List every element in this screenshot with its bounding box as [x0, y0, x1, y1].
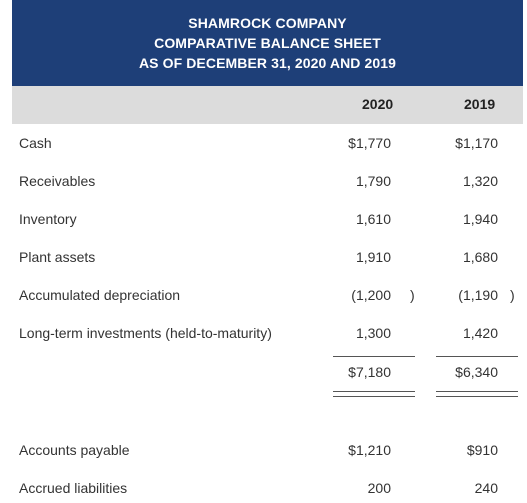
value-2020-close-paren: ) — [410, 287, 415, 303]
value-2019: 240 — [474, 480, 498, 496]
column-header-2020: 2020 — [362, 96, 394, 112]
value-2019: 1,940 — [462, 211, 498, 227]
value-2020: (1,200 — [351, 287, 391, 303]
table-row: Accumulated depreciation (1,200 ) (1,190… — [0, 287, 527, 307]
table-row: Inventory 1,610 1,940 — [0, 211, 527, 231]
table-row: Receivables 1,790 1,320 — [0, 173, 527, 193]
table-row: Long-term investments (held-to-maturity)… — [0, 325, 527, 345]
value-2020: 1,610 — [355, 211, 391, 227]
table-row: Cash $1,770 $1,170 — [0, 135, 527, 155]
value-2019: $1,170 — [455, 135, 498, 151]
table-row: Accounts payable $1,210 $910 — [0, 442, 527, 462]
table-row: Plant assets 1,910 1,680 — [0, 249, 527, 269]
row-label: Plant assets — [19, 249, 96, 265]
row-label: Cash — [19, 135, 52, 151]
value-2019: 1,320 — [462, 173, 498, 189]
report-header: SHAMROCK COMPANY COMPARATIVE BALANCE SHE… — [12, 0, 523, 86]
value-2019: (1,190 — [458, 287, 498, 303]
value-2020: $1,770 — [348, 135, 391, 151]
subtotal-rule-2020 — [333, 356, 415, 357]
row-label: Inventory — [19, 211, 77, 227]
row-label: Receivables — [19, 173, 96, 189]
table-row: Accrued liabilities 200 240 — [0, 480, 527, 500]
value-2020: 1,910 — [355, 249, 391, 265]
row-label: Long-term investments (held-to-maturity) — [19, 325, 272, 341]
value-2020: 1,300 — [355, 325, 391, 341]
total-row: $7,180 $6,340 — [0, 364, 527, 384]
value-2020: $1,210 — [348, 442, 391, 458]
column-header-band — [12, 86, 523, 124]
value-2019: 1,680 — [462, 249, 498, 265]
row-label: Accounts payable — [19, 442, 130, 458]
total-double-rule-2020 — [333, 391, 415, 397]
value-2019-close-paren: ) — [510, 287, 515, 303]
column-header-2019: 2019 — [464, 96, 496, 112]
value-2019: $910 — [466, 442, 498, 458]
row-label: Accrued liabilities — [19, 480, 128, 496]
company-name: SHAMROCK COMPANY — [188, 15, 347, 31]
total-2019: $6,340 — [455, 364, 498, 380]
report-date: AS OF DECEMBER 31, 2020 AND 2019 — [138, 55, 397, 71]
subtotal-rule-2019 — [436, 356, 518, 357]
total-2020: $7,180 — [348, 364, 391, 380]
row-label: Accumulated depreciation — [19, 287, 181, 303]
value-2019: 1,420 — [462, 325, 498, 341]
report-title: COMPARATIVE BALANCE SHEET — [154, 35, 381, 51]
value-2020: 200 — [367, 480, 391, 496]
value-2020: 1,790 — [355, 173, 391, 189]
total-double-rule-2019 — [436, 391, 518, 397]
